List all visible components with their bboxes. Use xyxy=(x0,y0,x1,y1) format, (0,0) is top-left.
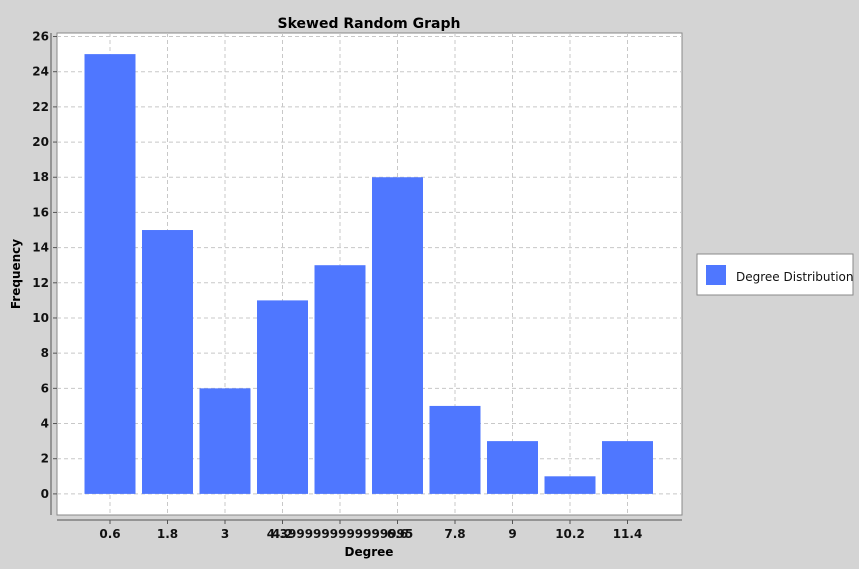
x-tick-label: 0.6 xyxy=(99,527,120,541)
bar xyxy=(84,54,136,494)
x-tick-label: 4.3999999999999995 xyxy=(267,527,414,541)
bar xyxy=(372,177,423,494)
y-tick-label: 12 xyxy=(32,276,49,290)
bar xyxy=(199,388,251,494)
bar xyxy=(429,405,481,494)
x-tick-label: 4.2 xyxy=(272,527,293,541)
y-tick-label: 24 xyxy=(32,65,49,79)
y-tick-label: 18 xyxy=(32,170,49,184)
y-tick-label: 4 xyxy=(41,417,49,431)
bar xyxy=(314,265,366,494)
y-tick-label: 14 xyxy=(32,241,49,255)
y-tick-label: 0 xyxy=(41,487,49,501)
bar xyxy=(257,300,308,494)
legend: Degree Distribution xyxy=(696,253,854,296)
y-tick-label: 8 xyxy=(41,346,49,360)
y-tick-label: 26 xyxy=(32,30,49,44)
y-tick-label: 10 xyxy=(32,311,49,325)
x-tick-label: 7.8 xyxy=(444,527,465,541)
y-tick-label: 6 xyxy=(41,381,49,395)
y-axis-label: Frequency xyxy=(9,239,23,309)
legend-swatch xyxy=(706,265,726,285)
y-tick-label: 22 xyxy=(32,100,49,114)
bar xyxy=(544,476,596,494)
bar xyxy=(142,230,193,494)
bar xyxy=(487,441,538,494)
x-tick-label: 10.2 xyxy=(555,527,585,541)
x-tick-label: 9 xyxy=(508,527,516,541)
x-tick-label: 1.8 xyxy=(157,527,178,541)
bar xyxy=(602,441,653,494)
x-axis-label: Degree xyxy=(345,545,394,559)
y-tick-label: 20 xyxy=(32,135,49,149)
y-tick-label: 16 xyxy=(32,205,49,219)
legend-label: Degree Distribution xyxy=(736,270,854,284)
x-tick-label: 6.6 xyxy=(387,527,408,541)
y-tick-label: 2 xyxy=(41,452,49,466)
chart-title: Skewed Random Graph xyxy=(278,16,461,32)
bars xyxy=(84,54,653,494)
x-tick-label: 3 xyxy=(221,527,229,541)
x-tick-label: 11.4 xyxy=(613,527,643,541)
